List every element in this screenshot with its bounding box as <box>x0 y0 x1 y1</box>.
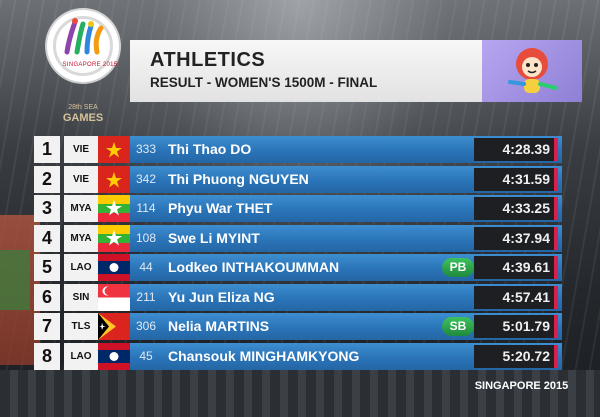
country-code: MYA <box>64 195 98 222</box>
laos-flag-icon <box>98 342 130 370</box>
bib-number: 45 <box>139 348 153 363</box>
sea-games-logo: SINGAPORE 2015 28th SEA GAMES <box>40 10 126 130</box>
rank-number: 2 <box>34 165 60 193</box>
result-time: 4:33.25 <box>474 197 554 220</box>
bib-number: 306 <box>135 319 157 333</box>
country-code: VIE <box>64 165 98 193</box>
rank-number: 3 <box>34 195 60 222</box>
time-accent <box>554 226 558 250</box>
country-code: TLS <box>64 313 98 340</box>
result-time: 4:39.61 <box>474 256 554 279</box>
result-time: 5:20.72 <box>474 344 554 368</box>
bib-number: 342 <box>135 171 157 186</box>
country-code: VIE <box>64 136 98 163</box>
bib-number: 108 <box>135 230 157 245</box>
mascot-icon <box>508 48 558 93</box>
bib-number: 333 <box>135 142 157 156</box>
athlete-name: Thi Phuong NGUYEN <box>168 170 309 187</box>
time-accent <box>554 138 558 161</box>
rank-number: 6 <box>34 283 60 311</box>
infield-grass <box>0 250 30 310</box>
country-code: SIN <box>64 283 98 311</box>
logo-edition-text: 28th SEA <box>68 104 98 111</box>
result-row: 3 MYA 114 Phyu War THET 4:33.25 <box>34 195 562 222</box>
mascot-panel <box>482 40 582 102</box>
vietnam-flag-icon <box>98 165 130 193</box>
country-code: MYA <box>64 224 98 252</box>
footer-label: SINGAPORE 2015 <box>474 380 569 392</box>
logo-emblem: SINGAPORE 2015 <box>47 10 119 82</box>
result-row: 8 LAO 45 Chansouk MINGHAMKYONG 5:20.72 <box>34 342 562 370</box>
result-time: 4:57.41 <box>474 285 554 309</box>
athlete-name: Thi Thao DO <box>168 141 252 157</box>
vietnam-flag-icon <box>98 136 130 163</box>
result-row: 7 TLS 306 Nelia MARTINS SB 5:01.79 <box>34 313 562 340</box>
time-accent <box>554 256 558 279</box>
result-time: 4:37.94 <box>474 226 554 250</box>
logo-games-text: GAMES <box>62 112 104 124</box>
logo-figures-icon <box>64 18 104 55</box>
singapore-flag-icon <box>98 283 130 311</box>
result-time: 5:01.79 <box>474 315 554 338</box>
country-code: LAO <box>64 254 98 281</box>
season-best-badge: SB <box>442 317 474 336</box>
bib-number: 211 <box>136 289 156 304</box>
logo-host-text: SINGAPORE 2015 <box>62 62 118 68</box>
athlete-name: Swe Li MYINT <box>168 229 260 246</box>
timor-leste-flag-icon <box>98 313 130 340</box>
time-accent <box>554 315 558 338</box>
result-row: 4 MYA 108 Swe Li MYINT 4:37.94 <box>34 224 562 252</box>
result-row: 2 VIE 342 Thi Phuong NGUYEN 4:31.59 <box>34 165 562 193</box>
laos-flag-icon <box>98 254 130 281</box>
stadium-seats <box>0 370 600 417</box>
rank-number: 1 <box>34 136 60 163</box>
athlete-name: Phyu War THET <box>168 200 273 216</box>
result-time: 4:31.59 <box>474 167 554 191</box>
result-row: 5 LAO 44 Lodkeo INTHAKOUMMAN PB 4:39.61 <box>34 254 562 281</box>
results-header: ATHLETICS RESULT - WOMEN'S 1500M - FINAL <box>130 40 482 102</box>
time-accent <box>554 285 558 309</box>
rank-number: 5 <box>34 254 60 281</box>
personal-best-badge: PB <box>442 258 474 277</box>
athlete-name: Yu Jun Eliza NG <box>168 288 275 305</box>
myanmar-flag-icon <box>98 224 130 252</box>
result-time: 4:28.39 <box>474 138 554 161</box>
result-row: 6 SIN 211 Yu Jun Eliza NG 4:57.41 <box>34 283 562 311</box>
country-code: LAO <box>64 342 98 370</box>
time-accent <box>554 344 558 368</box>
athlete-name: Chansouk MINGHAMKYONG <box>168 347 360 364</box>
athlete-name: Lodkeo INTHAKOUMMAN <box>168 259 340 275</box>
time-accent <box>554 197 558 220</box>
rank-number: 8 <box>34 342 60 370</box>
myanmar-flag-icon <box>98 195 130 222</box>
athlete-name: Nelia MARTINS <box>168 318 270 334</box>
rank-number: 4 <box>34 224 60 252</box>
event-subtitle: RESULT - WOMEN'S 1500M - FINAL <box>150 75 378 90</box>
bib-number: 114 <box>136 201 156 215</box>
time-accent <box>554 167 558 191</box>
result-row: 1 VIE 333 Thi Thao DO 4:28.39 <box>34 136 562 163</box>
bib-number: 44 <box>139 260 153 274</box>
rank-number: 7 <box>34 313 60 340</box>
sport-title: ATHLETICS <box>150 49 266 71</box>
